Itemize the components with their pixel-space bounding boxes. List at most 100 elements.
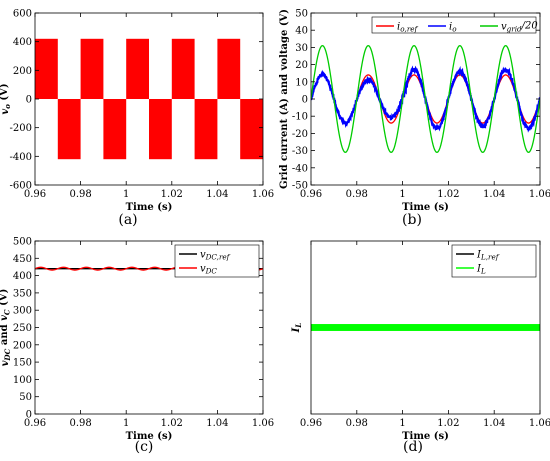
legend-label-part: DC,ref	[205, 253, 231, 262]
legend-label-part: v	[200, 250, 206, 261]
y-tick-label: -20	[292, 129, 308, 140]
plot-area	[311, 45, 540, 153]
x-tick-label: 1.06	[252, 189, 274, 200]
series-b-2	[311, 45, 540, 153]
y-tick-label: -10	[292, 112, 308, 123]
legend-label-part: o,ref	[400, 25, 418, 34]
legend-label-part: v	[200, 264, 206, 275]
x-axis-label: Time (s)	[126, 202, 173, 213]
x-tick-label: 1.02	[161, 189, 183, 200]
y-axis-label: Grid current (A) and voltage (V)	[279, 9, 290, 189]
y-tick-label: -600	[10, 181, 32, 192]
y-axis-label: vo (V)	[0, 83, 12, 114]
y-tick-label: 200	[13, 66, 32, 77]
y-axis-label-part: o	[3, 104, 12, 109]
x-tick-label: 0.98	[69, 189, 91, 200]
x-axis-label: Time (s)	[402, 202, 449, 213]
legend-label-part: L	[480, 267, 486, 276]
legend-box	[371, 16, 537, 34]
y-axis-label-part: v	[0, 360, 11, 366]
y-tick-label: 350	[13, 288, 32, 299]
x-tick-label: 1.04	[206, 189, 228, 200]
y-tick-label: 450	[13, 254, 32, 265]
legend-label-part: L,ref	[480, 253, 500, 262]
legend-label-part: /20	[521, 21, 539, 32]
y-tick-label: 40	[295, 26, 308, 37]
y-tick-label: 30	[295, 43, 308, 54]
legend-label: vDC	[200, 264, 217, 276]
pwm-block	[171, 38, 195, 99]
y-axis-label-part: (V)	[0, 289, 9, 310]
y-axis-label-part: and	[0, 321, 10, 349]
y-tick-label: 600	[13, 9, 32, 20]
legend-label: io	[449, 22, 457, 34]
y-tick-label: 300	[13, 306, 32, 317]
x-tick-label: 1	[399, 418, 405, 429]
y-axis-label: vDC and vC (V)	[0, 289, 12, 367]
legend-box	[451, 244, 537, 278]
plot-area	[35, 38, 263, 160]
x-tick-label: 0.98	[346, 418, 368, 429]
chart-c: 0.96 0.98 1 1.02 1.04 1.06 0 50 100 150 200 250 300 3…	[0, 237, 274, 443]
y-tick-label: 100	[13, 375, 32, 386]
legend-label-part: I	[476, 264, 482, 275]
x-tick-label: 1.02	[437, 418, 459, 429]
legend-label-part: v	[501, 22, 507, 33]
x-tick-label: 1.04	[206, 418, 228, 429]
y-axis-label-part: (V)	[0, 83, 10, 104]
x-tick-label: 0.96	[24, 418, 46, 429]
y-axis-label-part: I	[291, 327, 302, 333]
pwm-block	[35, 38, 58, 99]
pwm-block	[57, 99, 81, 160]
x-axis-label: Time (s)	[402, 431, 449, 442]
pwm-block	[80, 38, 104, 99]
y-tick-label: 50	[295, 9, 308, 20]
panel-label: (a)	[118, 212, 137, 228]
y-tick-label: -200	[10, 123, 32, 134]
x-tick-label: 0.96	[300, 418, 322, 429]
legend-label: vDC,ref	[200, 250, 231, 262]
x-tick-label: 0.98	[69, 418, 91, 429]
pwm-block	[240, 99, 263, 160]
y-tick-label: 500	[13, 237, 32, 248]
y-tick-label: -50	[292, 181, 308, 192]
y-tick-label: -30	[292, 146, 308, 157]
x-tick-label: 1.06	[252, 418, 274, 429]
pwm-block	[126, 38, 149, 99]
y-tick-label: 200	[13, 340, 32, 351]
x-tick-label: 0.96	[24, 189, 46, 200]
pwm-block	[217, 38, 241, 99]
pwm-block	[103, 99, 127, 160]
legend-label-part: o	[452, 25, 457, 34]
y-tick-label: 10	[295, 77, 308, 88]
y-tick-label: 150	[13, 358, 32, 369]
pwm-block	[149, 99, 172, 160]
legend-label-part: I	[476, 250, 482, 261]
current-band	[311, 324, 540, 331]
x-tick-label: 1.04	[483, 418, 505, 429]
x-tick-label: 1.06	[529, 418, 550, 429]
y-axis-label-group: vDC and vC (V)	[0, 289, 12, 367]
y-tick-label: 20	[295, 60, 308, 71]
x-tick-label: 1	[399, 189, 405, 200]
chart-b: 0.96 0.98 1 1.02 1.04 1.06 -50 -40 -30 -20 -10 0 10 2…	[279, 9, 550, 214]
legend-label-part: DC	[205, 267, 218, 276]
pwm-block	[194, 99, 218, 160]
legend-label: IL	[476, 264, 486, 276]
y-tick-label: 250	[13, 323, 32, 334]
y-tick-label: 50	[19, 392, 32, 403]
y-axis-label-group: vo (V)	[0, 83, 12, 114]
legend-label-part: i	[449, 22, 452, 33]
x-tick-label: 0.98	[346, 189, 368, 200]
y-axis-label: IL	[291, 323, 303, 334]
panel-label: (c)	[135, 439, 154, 455]
y-tick-label: -400	[10, 152, 32, 163]
axes-frame	[310, 240, 541, 415]
legend-label: vgrid/20	[501, 21, 538, 34]
y-tick-label: 0	[26, 410, 32, 421]
chart-a: 0.96 0.98 1 1.02 1.04 1.06 -600 -400 -200 0 200 400…	[0, 9, 274, 214]
panel-label: (b)	[402, 212, 422, 228]
